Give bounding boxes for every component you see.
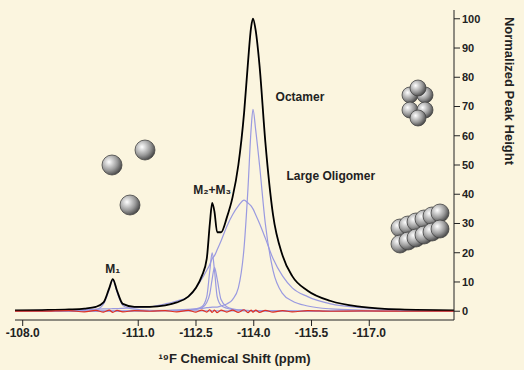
svg-text:80: 80 (462, 71, 474, 83)
svg-text:60: 60 (462, 130, 474, 142)
svg-text:70: 70 (462, 100, 474, 112)
svg-text:¹⁹F Chemical Shift (ppm): ¹⁹F Chemical Shift (ppm) (158, 351, 310, 366)
svg-text:-112.5: -112.5 (179, 326, 213, 340)
svg-text:-114.0: -114.0 (237, 326, 271, 340)
svg-text:0: 0 (462, 305, 468, 317)
svg-text:-115.5: -115.5 (295, 326, 329, 340)
svg-text:Octamer: Octamer (276, 90, 325, 104)
svg-text:M₂+M₃: M₂+M₃ (193, 183, 231, 197)
svg-text:100: 100 (462, 13, 480, 25)
svg-text:-117.0: -117.0 (353, 326, 387, 340)
svg-text:90: 90 (462, 42, 474, 54)
svg-text:-108.0: -108.0 (6, 326, 40, 340)
svg-text:30: 30 (462, 217, 474, 229)
svg-text:Normalized Peak Height: Normalized Peak Height (502, 17, 517, 166)
svg-text:50: 50 (462, 159, 474, 171)
svg-text:20: 20 (462, 247, 474, 259)
svg-text:10: 10 (462, 276, 474, 288)
svg-text:Large Oligomer: Large Oligomer (286, 169, 375, 183)
svg-text:40: 40 (462, 188, 474, 200)
svg-text:M₁: M₁ (105, 262, 120, 276)
svg-text:-111.0: -111.0 (122, 326, 155, 340)
